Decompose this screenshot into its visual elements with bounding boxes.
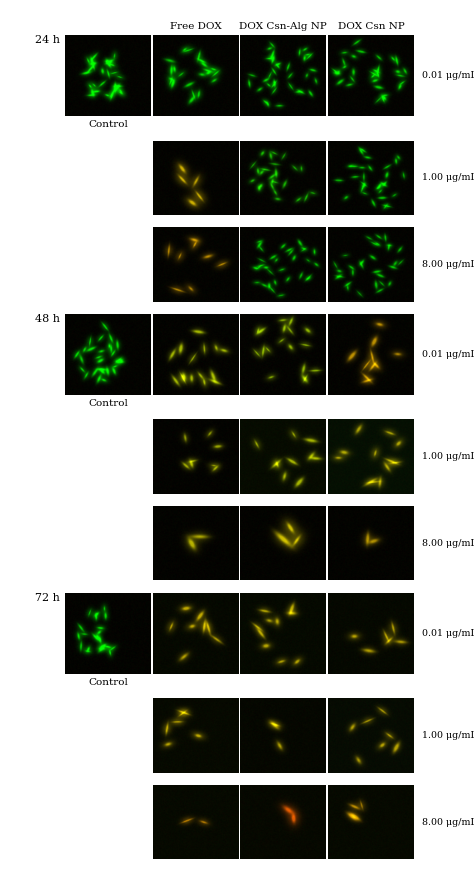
Text: DOX Csn NP: DOX Csn NP (337, 22, 404, 31)
Text: 0.01 μg/mL: 0.01 μg/mL (422, 71, 474, 80)
Text: 8.00 μg/mL: 8.00 μg/mL (422, 817, 474, 827)
Text: 48 h: 48 h (35, 314, 60, 323)
Text: 72 h: 72 h (36, 593, 60, 602)
Text: 0.01 μg/mL: 0.01 μg/mL (422, 350, 474, 358)
Text: 1.00 μg/mL: 1.00 μg/mL (422, 173, 474, 183)
Text: 0.01 μg/mL: 0.01 μg/mL (422, 628, 474, 637)
Text: 1.00 μg/mL: 1.00 μg/mL (422, 731, 474, 740)
Text: DOX Csn-Alg NP: DOX Csn-Alg NP (239, 22, 327, 31)
Text: Control: Control (88, 121, 128, 129)
Text: 8.00 μg/mL: 8.00 μg/mL (422, 538, 474, 548)
Text: 8.00 μg/mL: 8.00 μg/mL (422, 260, 474, 269)
Text: Free DOX: Free DOX (170, 22, 221, 31)
Text: 1.00 μg/mL: 1.00 μg/mL (422, 452, 474, 461)
Text: Control: Control (88, 678, 128, 687)
Text: 24 h: 24 h (35, 35, 60, 45)
Text: Control: Control (88, 399, 128, 408)
